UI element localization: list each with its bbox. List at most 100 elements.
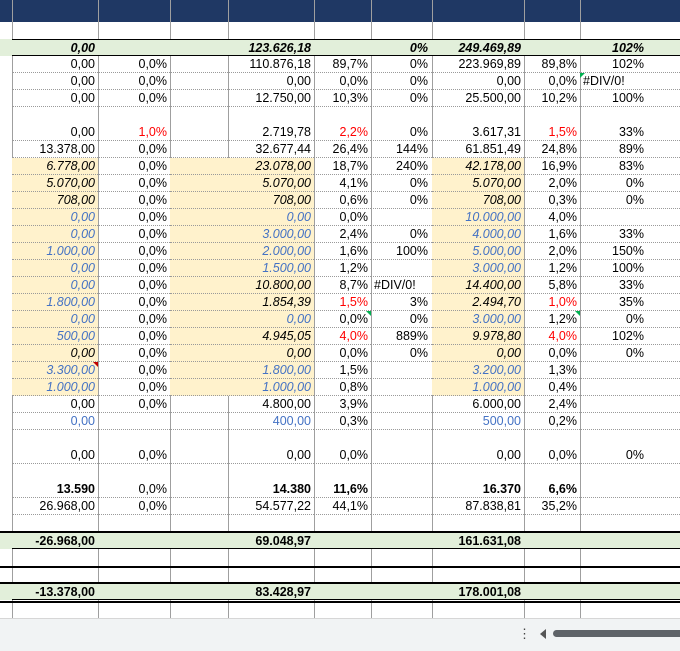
cell-c8[interactable] [580,464,680,481]
cell-c2[interactable]: 0,0% [98,379,170,396]
cell-c1[interactable]: 0,00 [12,39,98,56]
cell-c2[interactable]: 0,0% [98,294,170,311]
cell-c3[interactable]: 0,00 [170,311,314,328]
cell-c2[interactable]: 0,0% [98,141,170,158]
cell-c7[interactable]: 0,0% [524,345,580,362]
cell-c7[interactable] [524,583,580,600]
cell-c7[interactable]: 2,0% [524,175,580,192]
cell-c4[interactable] [314,532,371,549]
cell-c6[interactable]: 3.617,31 [432,124,524,141]
cell-c6[interactable] [432,549,524,566]
cell-c6[interactable]: 61.851,49 [432,141,524,158]
cell-c7[interactable]: 0,3% [524,192,580,209]
cell-c4[interactable]: 0,0% [314,311,371,328]
cell-c6[interactable] [432,515,524,532]
cell-c4[interactable]: 2,2% [314,124,371,141]
cell-c5[interactable] [371,362,432,379]
cell-c2[interactable]: 0,0% [98,175,170,192]
cell-c8[interactable]: 83% [580,158,680,175]
cell-c4[interactable] [314,566,371,583]
cell-c1[interactable] [12,430,98,447]
cell-c7[interactable]: 0,0% [524,447,580,464]
cell-c5[interactable]: 144% [371,141,432,158]
cell-c7[interactable] [524,464,580,481]
cell-c1[interactable]: 0,00 [12,90,98,107]
cell-c2[interactable] [98,566,170,583]
cell-c2[interactable]: 0,0% [98,56,170,73]
cell-c7[interactable]: 2,0% [524,243,580,260]
cell-c8[interactable]: 33% [580,277,680,294]
cell-c8[interactable]: 102% [580,328,680,345]
cell-c6[interactable]: 0,00 [432,447,524,464]
cell-c1[interactable]: 0,00 [12,56,98,73]
cell-c3[interactable]: 1.854,39 [170,294,314,311]
cell-c6[interactable]: 708,00 [432,192,524,209]
cell-c6[interactable]: 9.978,80 [432,328,524,345]
cell-c8[interactable] [580,362,680,379]
cell-c5[interactable]: 0% [371,73,432,90]
cell-c8[interactable]: 33% [580,226,680,243]
cell-c5[interactable] [371,481,432,498]
triangle-left-icon[interactable] [540,629,546,639]
cell-c7[interactable]: 4,0% [524,209,580,226]
cell-c2[interactable] [98,549,170,566]
cell-c4[interactable]: 2,4% [314,226,371,243]
cell-c4[interactable]: 1,5% [314,294,371,311]
cell-c3[interactable] [170,566,314,583]
cell-c4[interactable]: 3,9% [314,396,371,413]
cell-c8[interactable] [580,413,680,430]
cell-c4[interactable] [314,515,371,532]
cell-c6[interactable]: 25.500,00 [432,90,524,107]
cell-c1[interactable]: 0,00 [12,345,98,362]
cell-c6[interactable]: 42.178,00 [432,158,524,175]
cell-c3[interactable]: 23.078,00 [170,158,314,175]
cell-c5[interactable] [371,464,432,481]
cell-c1[interactable]: 0,00 [12,124,98,141]
cell-c8[interactable]: 0% [580,447,680,464]
cell-c4[interactable] [314,549,371,566]
cell-c5[interactable] [371,260,432,277]
cell-c7[interactable] [524,107,580,124]
cell-c3[interactable]: 54.577,22 [170,498,314,515]
cell-c5[interactable]: 0% [371,345,432,362]
cell-c3[interactable]: 3.000,00 [170,226,314,243]
cell-c5[interactable] [371,209,432,226]
cell-c4[interactable]: 0,3% [314,413,371,430]
cell-c8[interactable]: 100% [580,260,680,277]
cell-c6[interactable] [432,566,524,583]
cell-c6[interactable]: 223.969,89 [432,56,524,73]
cell-c4[interactable]: 10,3% [314,90,371,107]
cell-c3[interactable]: 1.000,00 [170,379,314,396]
cell-c2[interactable]: 0,0% [98,209,170,226]
cell-c1[interactable]: 13.378,00 [12,141,98,158]
cell-c1[interactable]: 500,00 [12,328,98,345]
cell-c7[interactable]: 16,9% [524,158,580,175]
cell-c2[interactable] [98,430,170,447]
cell-c3[interactable]: 69.048,97 [170,532,314,549]
cell-c3[interactable]: 0,00 [170,345,314,362]
cell-c4[interactable]: 4,0% [314,328,371,345]
cell-c2[interactable]: 0,0% [98,481,170,498]
cell-c2[interactable]: 0,0% [98,226,170,243]
cell-c5[interactable]: 0% [371,226,432,243]
scrollbar-thumb[interactable] [553,630,680,637]
cell-c3[interactable] [170,549,314,566]
cell-c2[interactable]: 1,0% [98,124,170,141]
cell-c2[interactable]: 0,0% [98,260,170,277]
cell-c7[interactable]: 10,2% [524,90,580,107]
cell-c3[interactable]: 0,00 [170,209,314,226]
cell-c2[interactable]: 0,0% [98,192,170,209]
cell-c8[interactable]: #DIV/0! [580,73,680,90]
cell-c1[interactable]: 0,00 [12,396,98,413]
cell-c8[interactable] [580,566,680,583]
cell-c8[interactable]: 100% [580,90,680,107]
cell-c5[interactable] [371,532,432,549]
cell-c1[interactable]: 708,00 [12,192,98,209]
cell-c1[interactable]: 0,00 [12,447,98,464]
cell-c1[interactable] [12,549,98,566]
cell-c6[interactable]: 3.000,00 [432,311,524,328]
cell-c2[interactable]: 0,0% [98,277,170,294]
cell-c7[interactable]: 1,0% [524,294,580,311]
cell-c3[interactable]: 400,00 [170,413,314,430]
cell-c6[interactable]: 161.631,08 [432,532,524,549]
